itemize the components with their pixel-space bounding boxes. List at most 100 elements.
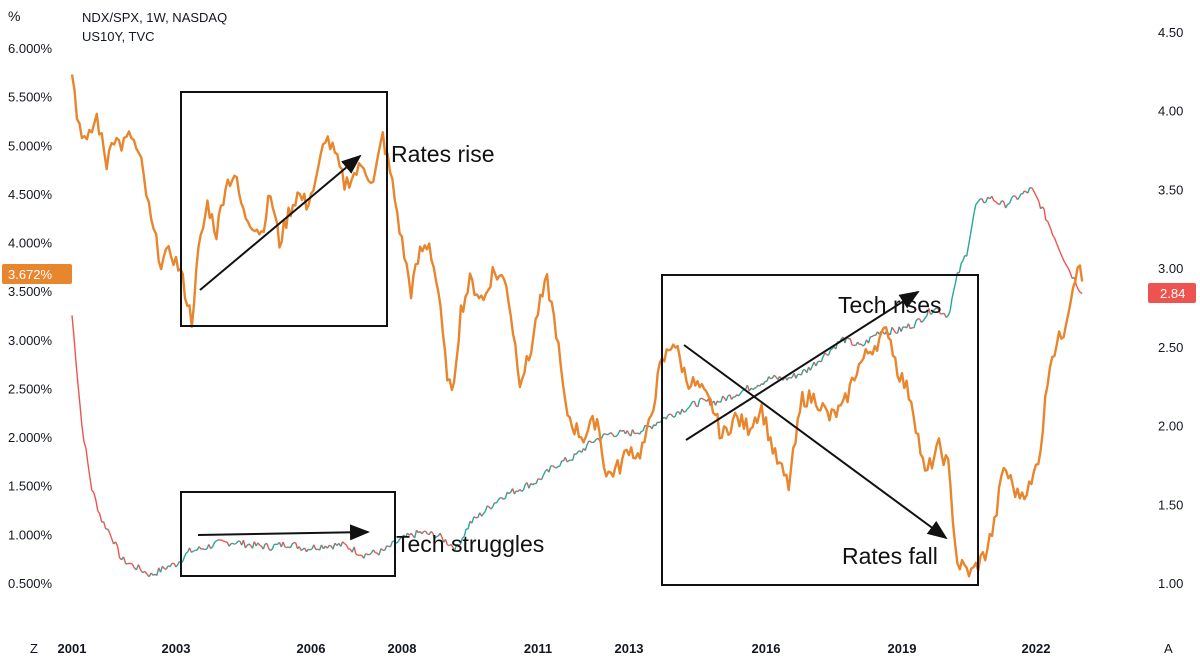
ndx-spx-segment	[909, 327, 913, 330]
left-axis-unit-label: %	[8, 8, 21, 24]
ndx-spx-segment	[642, 425, 646, 432]
x-tick-label: 2008	[388, 641, 417, 656]
ndx-spx-segment	[450, 544, 454, 548]
ndx-spx-segment	[436, 535, 439, 538]
ndx-spx-segment	[608, 432, 612, 435]
ndx-spx-segment	[759, 383, 763, 387]
ndx-spx-segment	[725, 395, 729, 402]
series-2-legend[interactable]: US10Y, TVC	[82, 29, 155, 44]
ndx-spx-segment	[1067, 267, 1071, 274]
ndx-spx-segment	[425, 530, 428, 535]
right-tick-label: 4.50	[1158, 25, 1183, 40]
ndx-spx-segment	[1075, 284, 1079, 290]
left-tick-label: 5.500%	[8, 90, 53, 105]
ndx-spx-segment	[575, 451, 579, 455]
ndx-spx-segment	[163, 567, 167, 570]
x-tick-label: 2016	[752, 641, 781, 656]
ndx-spx-segment	[714, 400, 719, 406]
ndx-spx-segment	[345, 544, 350, 550]
right-tick-label: 3.50	[1158, 182, 1183, 197]
ndx-spx-segment	[434, 536, 438, 540]
ndx-spx-segment	[966, 245, 970, 257]
ndx-spx-segment	[973, 204, 977, 213]
ndx-spx-segment	[530, 482, 533, 486]
ndx-spx-segment	[1024, 190, 1027, 193]
ndx-spx-segment	[492, 502, 496, 508]
left-tick-label: 6.000%	[8, 41, 53, 56]
auto-scale-right-button[interactable]: A	[1164, 641, 1173, 656]
auto-scale-left-button[interactable]: Z	[30, 641, 38, 656]
ndx-spx-segment	[637, 432, 640, 435]
ndx-spx-segment	[859, 343, 862, 346]
ndx-spx-segment	[71, 315, 75, 337]
ndx-spx-segment	[730, 396, 734, 400]
ndx-spx-segment	[922, 317, 926, 322]
right-tick-label: 2.00	[1158, 419, 1183, 434]
ndx-spx-segment	[167, 565, 171, 568]
ndx-spx-segment	[522, 484, 526, 491]
ndx-spx-segment	[444, 539, 448, 545]
ndx-spx-segment	[295, 542, 299, 550]
ndx-spx-segment	[234, 542, 237, 545]
ndx-spx-segment	[889, 327, 893, 336]
ndx-spx-segment	[1077, 289, 1081, 293]
right-axis: 4.50 4.00 3.50 3.00 2.50 2.00 1.50 1.00	[1158, 25, 1183, 591]
ndx-spx-segment	[1022, 190, 1026, 195]
ndx-spx-segment	[1016, 197, 1020, 201]
ndx-spx-segment	[81, 425, 85, 442]
ndx-spx-segment	[1055, 242, 1060, 248]
ndx-spx-segment	[355, 553, 359, 556]
ndx-spx-segment	[800, 369, 804, 376]
ndx-spx-segment	[298, 546, 302, 551]
ndx-spx-segment	[114, 541, 119, 547]
ndx-spx-segment	[830, 348, 833, 351]
ndx-spx-segment	[152, 573, 156, 576]
ndx-spx-segment	[577, 450, 581, 453]
ndx-spx-segment	[915, 318, 919, 322]
x-tick-label: 2006	[297, 641, 326, 656]
ndx-spx-segment	[481, 513, 485, 517]
ndx-spx-segment	[1061, 257, 1066, 263]
ndx-spx-segment	[144, 570, 148, 575]
ndx-spx-segment	[1003, 201, 1007, 209]
ndx-spx-segment	[685, 408, 688, 412]
tech-struggles-box	[180, 491, 396, 577]
rates-fall-label: Rates fall	[842, 543, 938, 569]
crossover-box	[661, 274, 979, 586]
ndx-spx-segment	[244, 544, 248, 549]
x-axis: 2001 2003 2006 2008 2011 2013 2016 2019 2022	[58, 641, 1051, 656]
ndx-spx-segment	[1008, 197, 1013, 204]
ndx-spx-segment	[667, 413, 671, 416]
ndx-spx-segment	[110, 538, 115, 545]
ndx-spx-segment	[242, 539, 246, 548]
ndx-spx-segment	[595, 437, 599, 440]
ndx-spx-segment	[750, 387, 754, 391]
ndx-spx-segment	[593, 438, 597, 443]
ndx-spx-segment	[264, 542, 268, 545]
ndx-spx-segment	[91, 489, 95, 494]
ndx-spx-segment	[924, 314, 928, 319]
ndx-spx-segment	[979, 198, 983, 200]
ndx-spx-segment	[1034, 193, 1038, 198]
ndx-spx-segment	[937, 308, 941, 315]
ndx-spx-segment	[1065, 265, 1069, 269]
x-tick-label: 2013	[615, 641, 644, 656]
ndx-spx-segment	[1018, 193, 1022, 198]
ndx-spx-segment	[619, 429, 623, 432]
ndx-spx-segment	[754, 386, 757, 389]
ndx-spx-segment	[736, 394, 740, 397]
ndx-spx-segment	[461, 535, 465, 539]
ndx-spx-segment	[820, 356, 824, 363]
series-1-legend[interactable]: NDX/SPX, 1W, NASDAQ	[82, 10, 228, 25]
ndx-spx-segment	[720, 395, 724, 403]
ndx-spx-segment	[386, 545, 389, 547]
ndx-spx-segment	[305, 548, 309, 553]
ndx-spx-segment	[486, 505, 490, 508]
ndx-spx-segment	[131, 563, 135, 569]
ndx-spx-segment	[344, 542, 347, 546]
ndx-spx-segment	[79, 403, 83, 426]
ndx-spx-segment	[414, 530, 418, 539]
ndx-spx-segment	[773, 374, 777, 378]
ndx-spx-segment	[610, 432, 614, 435]
